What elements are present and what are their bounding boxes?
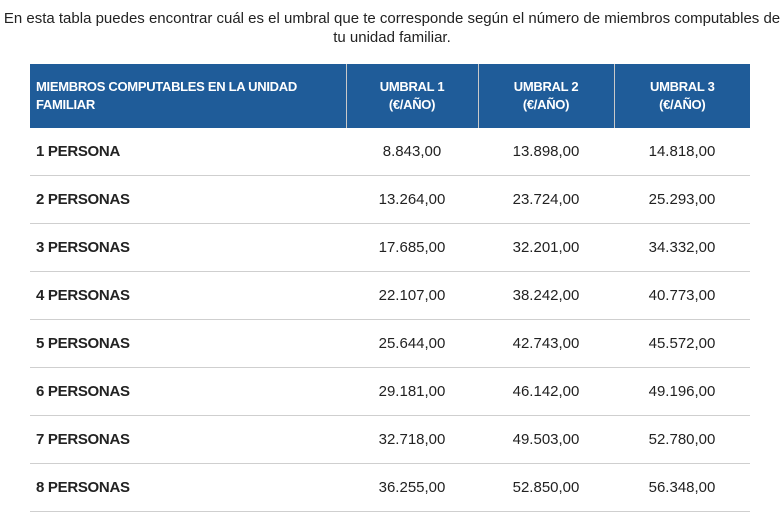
table-row: 5 PERSONAS 25.644,00 42.743,00 45.572,00 [30, 319, 750, 368]
cell-members: 7 PERSONAS [30, 415, 346, 464]
cell-members: 1 PERSONA [30, 128, 346, 176]
cell-umbral-2: 49.503,00 [478, 415, 614, 464]
cell-umbral-2: 13.898,00 [478, 128, 614, 176]
cell-umbral-3: 25.293,00 [614, 175, 750, 224]
header-members: MIEMBROS COMPUTABLES EN LA UNIDAD FAMILI… [30, 64, 346, 128]
table-row: 7 PERSONAS 32.718,00 49.503,00 52.780,00 [30, 415, 750, 464]
table-row: 8 PERSONAS 36.255,00 52.850,00 56.348,00 [30, 463, 750, 512]
cell-umbral-2: 38.242,00 [478, 271, 614, 320]
cell-members: 5 PERSONAS [30, 319, 346, 368]
header-umbral-3: UMBRAL 3 (€/AÑO) [613, 64, 750, 128]
cell-umbral-1: 17.685,00 [346, 223, 478, 272]
cell-umbral-1: 36.255,00 [346, 463, 478, 512]
cell-umbral-2: 32.201,00 [478, 223, 614, 272]
table-row: 4 PERSONAS 22.107,00 38.242,00 40.773,00 [30, 271, 750, 320]
cell-members: 8 PERSONAS [30, 463, 346, 512]
table-row: 2 PERSONAS 13.264,00 23.724,00 25.293,00 [30, 175, 750, 224]
table-row: 3 PERSONAS 17.685,00 32.201,00 34.332,00 [30, 223, 750, 272]
table-row: 6 PERSONAS 29.181,00 46.142,00 49.196,00 [30, 367, 750, 416]
header-umbral-2: UMBRAL 2 (€/AÑO) [477, 64, 614, 128]
cell-members: 4 PERSONAS [30, 271, 346, 320]
cell-umbral-2: 52.850,00 [478, 463, 614, 512]
cell-members: 6 PERSONAS [30, 367, 346, 416]
table-header-row: MIEMBROS COMPUTABLES EN LA UNIDAD FAMILI… [30, 64, 750, 128]
cell-umbral-2: 23.724,00 [478, 175, 614, 224]
cell-umbral-1: 32.718,00 [346, 415, 478, 464]
cell-umbral-3: 34.332,00 [614, 223, 750, 272]
cell-umbral-3: 14.818,00 [614, 128, 750, 176]
header-umbral-1: UMBRAL 1 (€/AÑO) [345, 64, 478, 128]
cell-umbral-1: 8.843,00 [346, 128, 478, 176]
intro-text: En esta tabla puedes encontrar cuál es e… [3, 10, 781, 46]
cell-members: 3 PERSONAS [30, 223, 346, 272]
threshold-table: MIEMBROS COMPUTABLES EN LA UNIDAD FAMILI… [30, 64, 750, 512]
cell-umbral-1: 25.644,00 [346, 319, 478, 368]
cell-umbral-3: 56.348,00 [614, 463, 750, 512]
cell-umbral-3: 45.572,00 [614, 319, 750, 368]
cell-umbral-3: 40.773,00 [614, 271, 750, 320]
cell-umbral-2: 46.142,00 [478, 367, 614, 416]
cell-umbral-3: 49.196,00 [614, 367, 750, 416]
cell-umbral-1: 29.181,00 [346, 367, 478, 416]
cell-members: 2 PERSONAS [30, 175, 346, 224]
cell-umbral-2: 42.743,00 [478, 319, 614, 368]
cell-umbral-1: 13.264,00 [346, 175, 478, 224]
cell-umbral-1: 22.107,00 [346, 271, 478, 320]
table-row: 1 PERSONA 8.843,00 13.898,00 14.818,00 [30, 128, 750, 176]
cell-umbral-3: 52.780,00 [614, 415, 750, 464]
